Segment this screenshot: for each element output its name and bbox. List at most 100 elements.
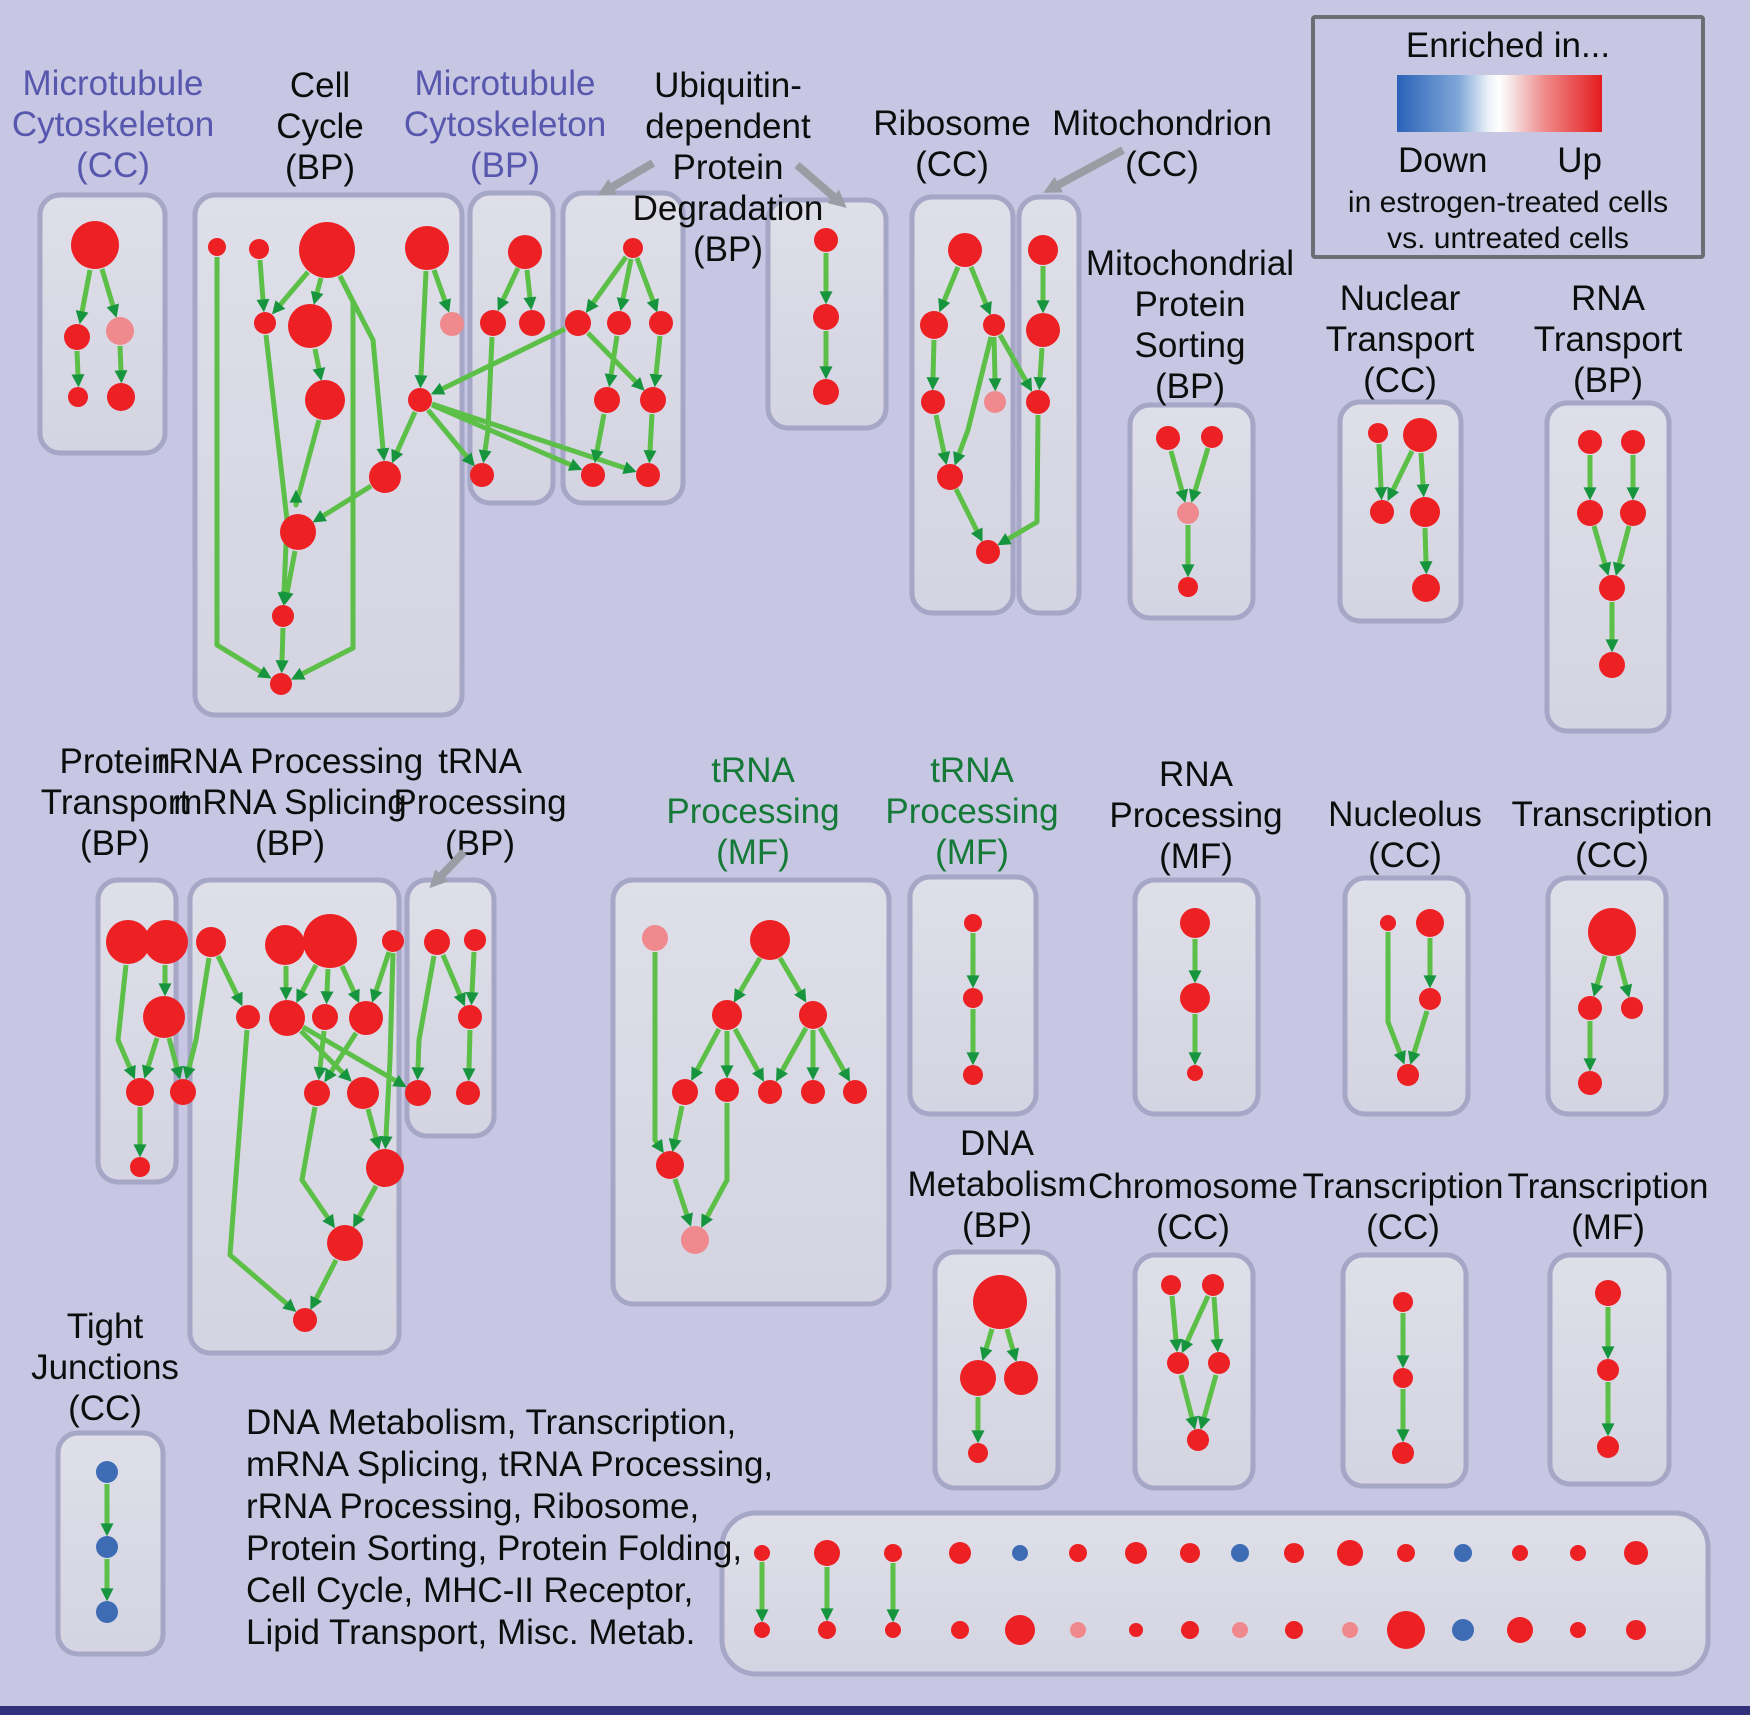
edge-arrow bbox=[585, 255, 629, 314]
go-term-node-rb0 bbox=[948, 233, 982, 267]
go-term-node-tmf0 bbox=[1595, 1280, 1621, 1306]
go-term-node-k15b bbox=[1570, 1622, 1586, 1638]
edge-arrow bbox=[997, 414, 1041, 546]
cluster-label-tight-junctions: Tight Junctions (CC) bbox=[31, 1307, 179, 1428]
cluster-box-chromosome-cc bbox=[1132, 1252, 1256, 1491]
go-term-node-rr9 bbox=[347, 1077, 379, 1109]
edge-arrow bbox=[1033, 347, 1047, 391]
go-term-node-rr7 bbox=[349, 1001, 383, 1035]
edge-arrow bbox=[275, 627, 289, 674]
go-term-node-ch0 bbox=[1161, 1275, 1181, 1295]
edge-arrow bbox=[590, 413, 607, 464]
go-term-node-rt3 bbox=[1620, 500, 1646, 526]
nodes-layer bbox=[64, 221, 1648, 1649]
go-term-node-k2b bbox=[818, 1621, 836, 1639]
edge-arrow bbox=[1197, 1374, 1219, 1430]
go-term-node-tm3 bbox=[799, 1001, 827, 1029]
edge-arrow bbox=[430, 326, 567, 395]
edge-arrow bbox=[643, 413, 657, 464]
edge-arrow bbox=[391, 410, 418, 464]
label-pointer-arrow-3 bbox=[1043, 146, 1125, 193]
edge-arrow bbox=[1188, 447, 1211, 503]
edge-arrow bbox=[1407, 1010, 1430, 1065]
edge-arrow bbox=[616, 258, 634, 312]
go-term-node-nu3 bbox=[1397, 1064, 1419, 1086]
go-term-node-k4t bbox=[949, 1542, 971, 1564]
edge-arrow bbox=[1590, 955, 1608, 997]
cluster-label-rna-processing-mf: RNA Processing (MF) bbox=[1109, 755, 1282, 876]
cluster-label-microtubule-cytoskeleton-cc: Microtubule Cytoskeleton (CC) bbox=[12, 64, 214, 185]
go-term-node-tb4 bbox=[456, 1081, 480, 1105]
go-term-node-tj0 bbox=[96, 1461, 118, 1483]
cluster-box-microtubule-cytoskeleton-bp bbox=[467, 190, 556, 506]
go-term-node-tj1 bbox=[96, 1536, 118, 1558]
go-term-node-rb6 bbox=[976, 540, 1000, 564]
edge-arrow bbox=[141, 1037, 160, 1079]
go-term-node-mt2 bbox=[1026, 390, 1050, 414]
cluster-label-chromosome-cc: Chromosome (CC) bbox=[1088, 1167, 1298, 1247]
edge-arrow bbox=[604, 335, 620, 388]
edge-arrow bbox=[1419, 527, 1433, 575]
go-term-node-mbp2 bbox=[519, 310, 545, 336]
go-term-node-ub2 bbox=[607, 311, 631, 335]
cluster-box-transcription-cc-mid bbox=[1545, 875, 1669, 1117]
go-term-node-nt0 bbox=[1368, 423, 1388, 443]
go-term-node-tcb0 bbox=[1393, 1292, 1413, 1312]
cluster-box-microtubule-cytoskeleton-cc bbox=[37, 192, 168, 456]
edge-arrow bbox=[75, 269, 93, 325]
cluster-label-mitochondrion-cc: Mitochondrion (CC) bbox=[1052, 104, 1272, 184]
go-term-node-k3b bbox=[885, 1622, 901, 1638]
go-term-node-tm4 bbox=[672, 1079, 698, 1105]
note-line-6: Lipid Transport, Misc. Metab. bbox=[246, 1613, 695, 1652]
go-term-node-pt0 bbox=[106, 920, 150, 964]
go-term-node-ub1 bbox=[565, 310, 591, 336]
go-term-node-tb2 bbox=[458, 1005, 482, 1029]
go-term-node-rp2 bbox=[1187, 1065, 1203, 1081]
go-term-node-pt3 bbox=[126, 1078, 154, 1106]
go-term-node-dm3 bbox=[968, 1443, 988, 1463]
cluster-label-rrna-processing-mrna-splicing: rRNA Processing mRNA Splicing (BP) bbox=[157, 742, 423, 863]
go-term-node-mcc0 bbox=[71, 221, 119, 269]
go-term-node-rr2 bbox=[303, 914, 357, 968]
edge-arrow bbox=[166, 1037, 184, 1080]
go-term-node-k9t bbox=[1231, 1544, 1249, 1562]
edge-arrow bbox=[1168, 450, 1189, 503]
note-line-5: Cell Cycle, MHC-II Receptor, bbox=[246, 1571, 693, 1610]
cluster-label-mitochondrial-protein-sorting: Mitochondrial Protein Sorting (BP) bbox=[1086, 244, 1294, 406]
go-term-node-k10t bbox=[1284, 1543, 1304, 1563]
note-line-2: mRNA Splicing, tRNA Processing, bbox=[246, 1445, 773, 1484]
go-term-node-k2t bbox=[814, 1540, 840, 1566]
legend: Enriched in... Down Up in estrogen-treat… bbox=[1311, 15, 1705, 259]
go-term-node-tm5 bbox=[715, 1078, 739, 1102]
go-term-node-nt4 bbox=[1412, 574, 1440, 602]
go-term-node-tm0 bbox=[642, 925, 668, 951]
edge-arrow bbox=[1181, 1294, 1211, 1354]
edge-arrow bbox=[1615, 955, 1633, 998]
edge-arrow bbox=[310, 277, 324, 305]
go-term-node-ms2 bbox=[1177, 502, 1199, 524]
cluster-box-misc-terms bbox=[719, 1510, 1711, 1677]
cluster-label-nucleolus: Nucleolus (CC) bbox=[1328, 795, 1482, 875]
go-term-node-k7t bbox=[1125, 1542, 1147, 1564]
edge-arrow bbox=[953, 336, 994, 466]
edge-arrow bbox=[465, 951, 479, 1006]
edge-arrow bbox=[1612, 525, 1632, 576]
go-term-node-k11b bbox=[1342, 1622, 1358, 1638]
go-term-node-rr0 bbox=[196, 927, 226, 957]
go-term-node-k16t bbox=[1624, 1541, 1648, 1565]
go-term-node-k14b bbox=[1507, 1617, 1533, 1643]
go-term-node-k1t bbox=[754, 1545, 770, 1561]
go-term-node-rr12 bbox=[293, 1308, 317, 1332]
go-term-node-k12t bbox=[1397, 1544, 1415, 1562]
cluster-label-transcription-cc-bottom: Transcription (CC) bbox=[1303, 1167, 1504, 1247]
go-term-node-ub4 bbox=[594, 387, 620, 413]
cluster-label-trna-processing-mf-small: tRNA Processing (MF) bbox=[885, 751, 1058, 872]
edge-arrow bbox=[733, 956, 763, 1003]
edge-arrow bbox=[296, 963, 319, 1003]
go-term-node-k5b bbox=[1005, 1615, 1035, 1645]
go-term-node-mcc2 bbox=[106, 317, 134, 345]
edge-arrow bbox=[672, 1178, 693, 1227]
edge-arrow bbox=[938, 266, 961, 313]
edge-arrow bbox=[953, 487, 983, 543]
